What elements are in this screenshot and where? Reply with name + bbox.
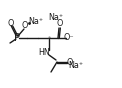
Text: O: O	[8, 18, 14, 27]
Text: O⁻: O⁻	[63, 33, 74, 42]
Text: Na⁺: Na⁺	[28, 18, 44, 26]
Text: O: O	[56, 20, 63, 29]
Text: O: O	[22, 21, 28, 29]
Text: O: O	[67, 58, 73, 67]
Text: HN: HN	[38, 48, 50, 57]
Text: P: P	[14, 33, 20, 43]
Text: Na⁺: Na⁺	[48, 13, 64, 23]
Text: Na⁺: Na⁺	[68, 62, 84, 70]
